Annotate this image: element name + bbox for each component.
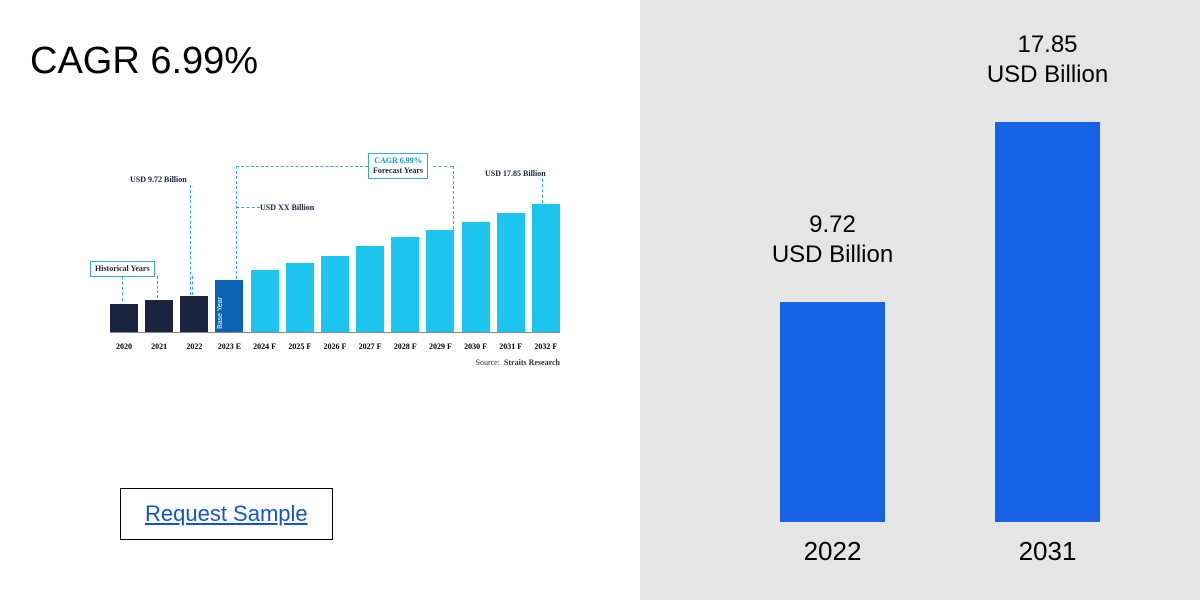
mini-xlabel: 2029 F <box>426 342 454 351</box>
mini-bar: Base Year <box>215 280 243 332</box>
mini-bar <box>426 230 454 332</box>
base-year-label: Base Year <box>217 297 224 329</box>
mini-xlabel: 2022 <box>180 342 208 351</box>
big-bar-value: 17.85USD Billion <box>955 30 1140 90</box>
callout-2032: USD 17.85 Billion <box>485 169 546 178</box>
callout-2022: USD 9.72 Billion <box>130 175 187 184</box>
mini-xlabel: 2028 F <box>391 342 419 351</box>
mini-xlabel: 2020 <box>110 342 138 351</box>
big-bar <box>995 122 1100 522</box>
annotation-cagr-rate: CAGR 6.99% <box>373 156 423 166</box>
mini-bar <box>532 204 560 332</box>
mini-bar <box>497 213 525 332</box>
big-bar-value: 9.72USD Billion <box>740 210 925 270</box>
mini-xlabel: 2024 F <box>251 342 279 351</box>
mini-bar <box>110 304 138 332</box>
mini-xlabel: 2032 F <box>532 342 560 351</box>
left-panel: CAGR 6.99% Historical Years CAGR 6.99% F… <box>0 0 640 600</box>
mini-xlabel: 2031 F <box>497 342 525 351</box>
mini-bar <box>356 246 384 332</box>
right-panel: 9.72USD Billion 2022 17.85USD Billion 2031 <box>640 0 1200 600</box>
mini-chart-plot: Base Year <box>110 193 560 333</box>
mini-xlabel: 2026 F <box>321 342 349 351</box>
mini-chart: Historical Years CAGR 6.99% Forecast Yea… <box>90 133 560 363</box>
mini-xlabel: 2025 F <box>286 342 314 351</box>
big-bar <box>780 302 885 522</box>
cagr-heading: CAGR 6.99% <box>30 40 610 83</box>
mini-xlabel: 2030 F <box>462 342 490 351</box>
annotation-cagr: CAGR 6.99% Forecast Years <box>368 153 428 179</box>
request-sample-button[interactable]: Request Sample <box>120 488 333 540</box>
mini-xlabel: 2021 <box>145 342 173 351</box>
big-bar-xlabel: 2031 <box>975 536 1120 567</box>
annotation-forecast: Forecast Years <box>373 166 423 176</box>
big-chart: 9.72USD Billion 2022 17.85USD Billion 2031 <box>640 0 1200 600</box>
mini-chart-source: Source: Straits Research <box>476 358 561 367</box>
mini-xlabel: 2027 F <box>356 342 384 351</box>
mini-xlabel: 2023 E <box>215 342 243 351</box>
mini-bar <box>251 270 279 332</box>
mini-bar <box>286 263 314 332</box>
big-bar-xlabel: 2022 <box>760 536 905 567</box>
mini-bar <box>180 296 208 332</box>
mini-bar <box>462 222 490 332</box>
mini-bar <box>321 256 349 332</box>
mini-bar <box>145 300 173 332</box>
mini-bar <box>391 237 419 332</box>
